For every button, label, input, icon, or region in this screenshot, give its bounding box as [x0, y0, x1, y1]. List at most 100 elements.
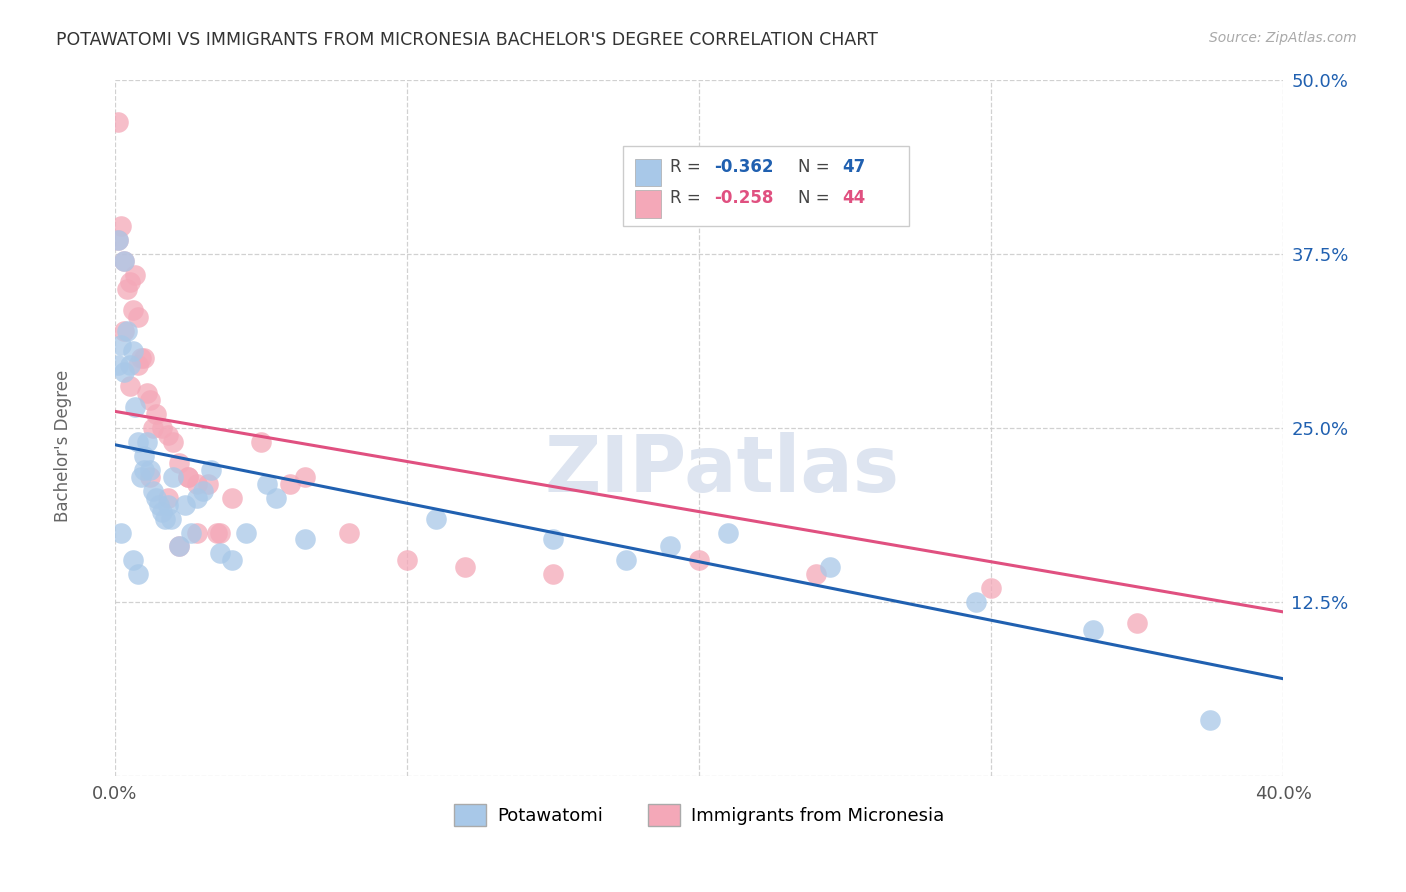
- Point: [124, 268, 146, 282]
- Point: [180, 525, 202, 540]
- Point: [127, 310, 149, 324]
- Point: [134, 449, 156, 463]
- Point: [107, 233, 129, 247]
- Point: [235, 525, 257, 540]
- Point: [804, 567, 827, 582]
- Text: N =: N =: [799, 158, 835, 176]
- Point: [139, 463, 162, 477]
- Point: [209, 525, 232, 540]
- Point: [129, 470, 152, 484]
- Point: [107, 233, 129, 247]
- Point: [614, 553, 637, 567]
- Point: [150, 505, 173, 519]
- Point: [186, 525, 208, 540]
- Point: [115, 324, 138, 338]
- Bar: [636, 190, 661, 218]
- Point: [717, 525, 740, 540]
- Point: [658, 540, 681, 554]
- Point: [134, 351, 156, 366]
- Point: [121, 553, 143, 567]
- Point: [396, 553, 419, 567]
- Text: N =: N =: [799, 189, 835, 207]
- Point: [112, 254, 135, 268]
- Point: [167, 540, 190, 554]
- Point: [174, 498, 197, 512]
- Text: Source: ZipAtlas.com: Source: ZipAtlas.com: [1209, 31, 1357, 45]
- Text: POTAWATOMI VS IMMIGRANTS FROM MICRONESIA BACHELOR'S DEGREE CORRELATION CHART: POTAWATOMI VS IMMIGRANTS FROM MICRONESIA…: [56, 31, 879, 49]
- Point: [256, 476, 278, 491]
- Point: [110, 525, 132, 540]
- Point: [148, 498, 170, 512]
- Point: [110, 337, 132, 351]
- Point: [337, 525, 360, 540]
- Point: [966, 595, 988, 609]
- Point: [134, 463, 156, 477]
- Point: [200, 463, 222, 477]
- Point: [112, 324, 135, 338]
- Text: R =: R =: [669, 189, 706, 207]
- Point: [121, 344, 143, 359]
- Point: [688, 553, 710, 567]
- Text: ZIPatlas: ZIPatlas: [546, 432, 900, 508]
- Point: [278, 476, 301, 491]
- Point: [110, 219, 132, 234]
- Point: [1199, 714, 1222, 728]
- Point: [124, 400, 146, 414]
- Point: [191, 483, 214, 498]
- Bar: [623, 146, 910, 227]
- Point: [221, 553, 243, 567]
- Point: [425, 511, 447, 525]
- Point: [112, 254, 135, 268]
- Point: [118, 359, 141, 373]
- Point: [127, 567, 149, 582]
- Point: [153, 511, 176, 525]
- Point: [820, 560, 842, 574]
- Point: [186, 476, 208, 491]
- Point: [156, 428, 179, 442]
- Point: [112, 365, 135, 379]
- Point: [541, 533, 564, 547]
- Point: [186, 491, 208, 505]
- Legend: Potawatomi, Immigrants from Micronesia: Potawatomi, Immigrants from Micronesia: [446, 797, 952, 833]
- Point: [156, 491, 179, 505]
- Point: [205, 525, 228, 540]
- Bar: [636, 159, 661, 186]
- Point: [142, 421, 165, 435]
- Point: [127, 359, 149, 373]
- Point: [156, 498, 179, 512]
- Point: [454, 560, 477, 574]
- Point: [177, 470, 200, 484]
- Point: [121, 302, 143, 317]
- Point: [115, 282, 138, 296]
- Point: [139, 470, 162, 484]
- Text: -0.362: -0.362: [714, 158, 773, 176]
- Point: [1083, 623, 1105, 637]
- Text: R =: R =: [669, 158, 706, 176]
- Point: [150, 421, 173, 435]
- Point: [197, 476, 219, 491]
- Point: [129, 351, 152, 366]
- Point: [107, 359, 129, 373]
- Point: [162, 470, 184, 484]
- Point: [107, 114, 129, 128]
- Point: [167, 456, 190, 470]
- Point: [145, 407, 167, 421]
- Point: [159, 511, 181, 525]
- Point: [294, 533, 316, 547]
- Point: [177, 470, 200, 484]
- Point: [145, 491, 167, 505]
- Point: [136, 435, 159, 450]
- Text: 44: 44: [842, 189, 866, 207]
- Point: [118, 275, 141, 289]
- Point: [167, 540, 190, 554]
- Text: 47: 47: [842, 158, 866, 176]
- Point: [1126, 615, 1149, 630]
- Point: [221, 491, 243, 505]
- Text: Bachelor's Degree: Bachelor's Degree: [55, 370, 72, 522]
- Point: [118, 379, 141, 393]
- Point: [294, 470, 316, 484]
- Point: [209, 546, 232, 560]
- Point: [142, 483, 165, 498]
- Point: [980, 581, 1002, 595]
- Point: [250, 435, 273, 450]
